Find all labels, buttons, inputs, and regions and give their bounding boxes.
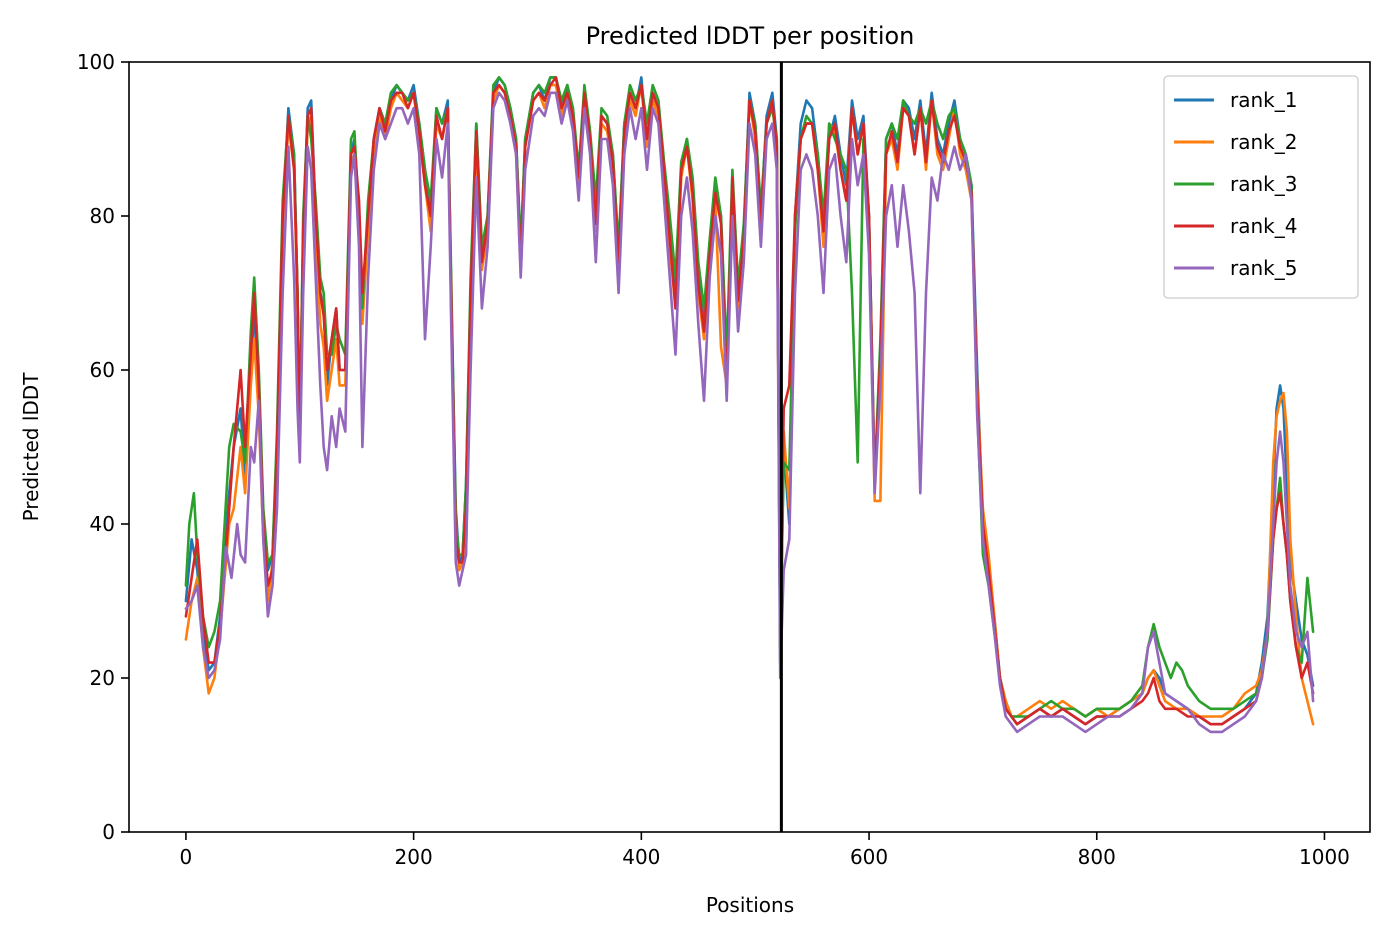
legend-items: rank_1 rank_2 rank_3 rank_4 rank_5 [1174,88,1297,280]
legend-box [1163,75,1359,299]
plot-frame [128,61,1371,833]
y-tick-label: 60 [90,358,115,382]
legend: rank_1 rank_2 rank_3 rank_4 rank_5 [1163,75,1359,299]
x-tick-label: 800 [1078,845,1116,869]
plot-lines [184,76,1315,734]
legend-label-rank_5: rank_5 [1230,256,1297,280]
legend-label-rank_1: rank_1 [1230,88,1297,112]
legend-label-rank_4: rank_4 [1230,214,1297,238]
x-axis-ticks: 0 200 400 600 800 1000 [180,832,1350,869]
legend-label-rank_2: rank_2 [1230,130,1297,154]
legend-label-rank_3: rank_3 [1230,172,1297,196]
x-axis-label: Positions [706,893,794,917]
x-tick-label: 400 [622,845,660,869]
chart-title: Predicted lDDT per position [586,22,915,50]
y-axis-ticks: 0 20 40 60 80 100 [77,50,129,844]
x-tick-label: 1000 [1299,845,1350,869]
series-line-rank_4 [184,76,1315,726]
y-tick-label: 0 [102,820,115,844]
y-tick-label: 80 [90,204,115,228]
y-tick-label: 100 [77,50,115,74]
y-tick-label: 20 [90,666,115,690]
x-tick-label: 600 [850,845,888,869]
series-line-rank_5 [184,91,1315,734]
x-tick-label: 200 [395,845,433,869]
y-axis-label: Predicted lDDT [19,372,43,522]
x-tick-label: 0 [180,845,193,869]
y-tick-label: 40 [90,512,115,536]
